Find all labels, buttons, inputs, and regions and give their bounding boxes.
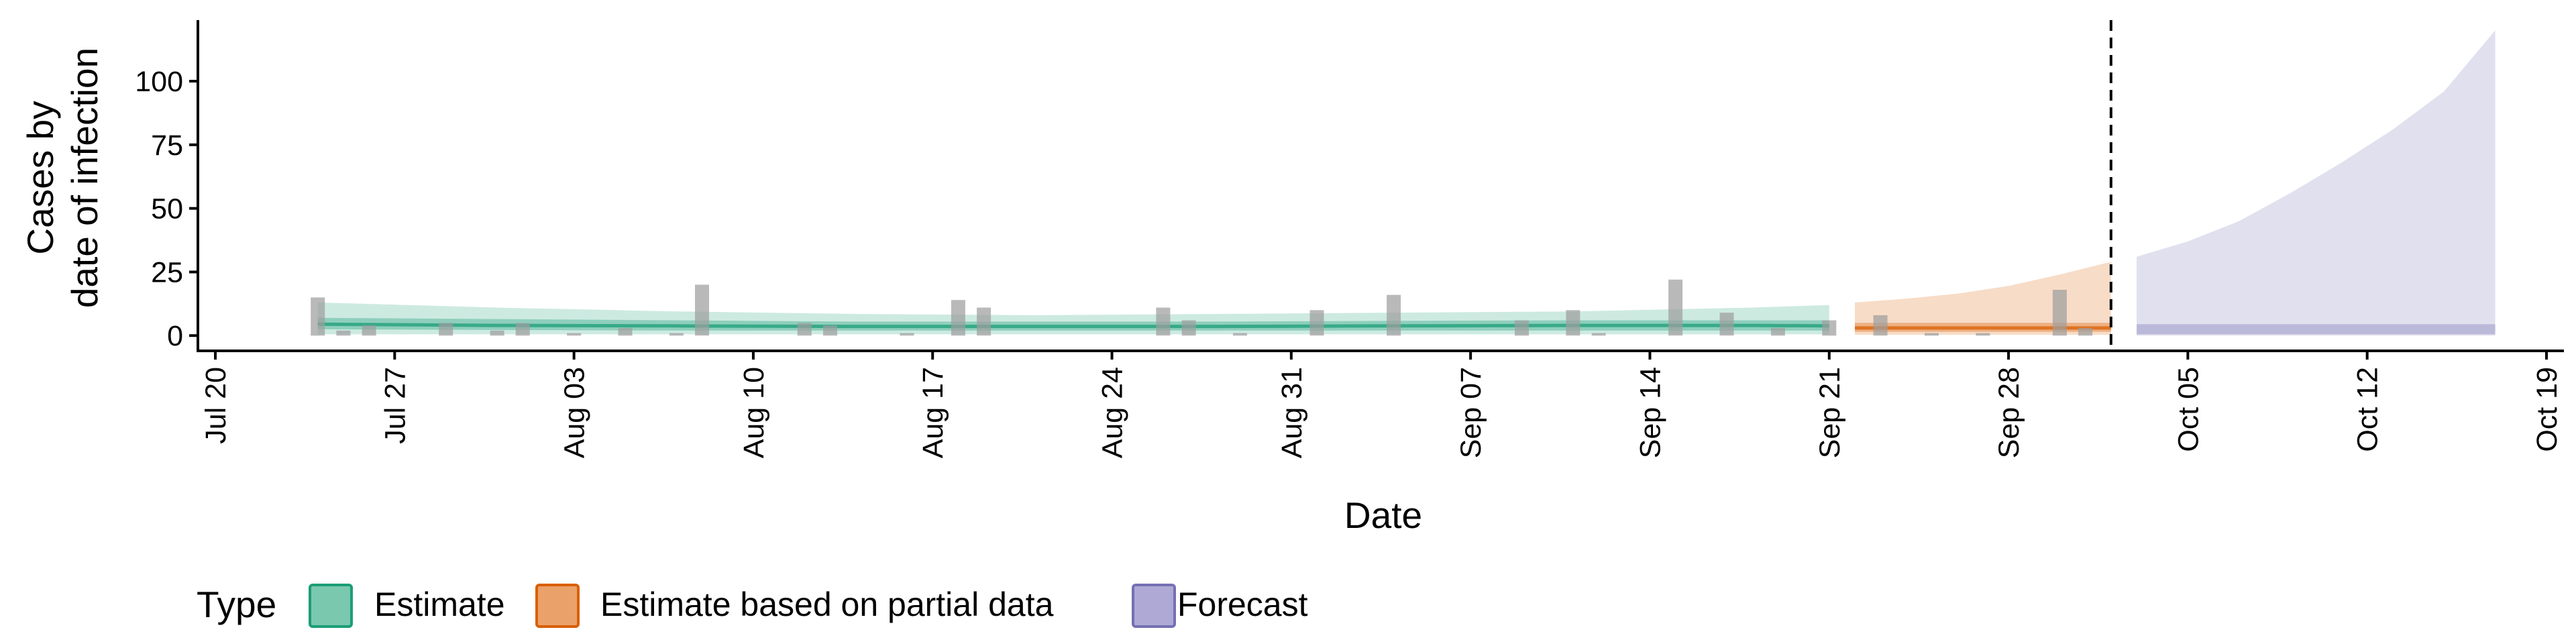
x-tick-label: Aug 10	[738, 367, 770, 458]
case-bar	[1566, 310, 1580, 336]
x-tick-label: Sep 21	[1814, 367, 1846, 458]
forecast-outer-band	[2137, 30, 2496, 336]
case-bar	[977, 307, 991, 336]
legend-title: Type	[197, 584, 276, 625]
case-bar	[567, 333, 582, 336]
case-bar	[515, 323, 530, 336]
x-tick-label: Sep 28	[1993, 367, 2025, 458]
case-bar	[1387, 294, 1401, 336]
case-bar	[490, 330, 504, 336]
y-tick-label: 100	[135, 66, 183, 98]
legend-label-partial: Estimate based on partial data	[600, 586, 1054, 623]
axes: 0 25 50 75 100 Jul 20 Jul 27 Aug 03 Aug 10 Aug 17…	[135, 20, 2564, 458]
x-tick-label: Oct 19	[2531, 367, 2563, 452]
case-bar	[1515, 320, 1529, 336]
case-bar	[1719, 313, 1734, 336]
case-bar	[1233, 333, 1247, 336]
legend-label-forecast: Forecast	[1177, 586, 1308, 623]
legend-key-forecast	[1132, 584, 1176, 628]
case-bar	[336, 330, 351, 336]
case-bar	[311, 297, 325, 336]
case-bar	[823, 325, 837, 336]
legend: Type Estimate Estimate based on partial …	[197, 584, 1308, 628]
case-bar	[1309, 310, 1324, 336]
case-bar	[797, 323, 812, 336]
forecast-inner-band	[2137, 324, 2496, 335]
x-tick-label: Sep 07	[1455, 367, 1487, 458]
x-tick-label: Aug 31	[1276, 367, 1308, 458]
case-bar	[951, 300, 965, 336]
y-axis-title-line-1: Cases by	[19, 101, 61, 255]
x-tick-label: Aug 17	[917, 367, 949, 458]
y-tick-label: 0	[167, 320, 183, 352]
case-bar	[1668, 279, 1683, 336]
case-bar	[439, 323, 453, 336]
estimate-median-line	[317, 322, 1829, 329]
x-axis-title: Date	[1344, 494, 1422, 536]
y-tick-label: 50	[151, 193, 183, 225]
partial-outer-band	[1855, 262, 2111, 335]
x-tick-label: Oct 05	[2172, 367, 2204, 452]
case-bar	[1156, 307, 1171, 336]
x-tick-label: Oct 12	[2352, 367, 2384, 452]
plot-area	[311, 20, 2496, 351]
case-bar	[1591, 333, 1606, 336]
case-bar	[900, 333, 914, 336]
y-tick-label: 25	[151, 256, 183, 288]
x-tick-label: Sep 14	[1635, 367, 1667, 458]
x-tick-label: Jul 27	[379, 367, 411, 444]
case-bar	[1873, 315, 1888, 336]
x-tick-label: Aug 03	[559, 367, 591, 458]
case-bar	[1181, 320, 1196, 336]
case-bar	[362, 325, 376, 336]
case-bar	[1925, 333, 1939, 336]
y-tick-label: 75	[151, 129, 183, 162]
case-bar	[1976, 333, 1990, 336]
case-bar	[669, 333, 684, 336]
case-bar	[618, 327, 633, 336]
legend-key-partial	[535, 584, 580, 628]
legend-key-estimate	[309, 584, 353, 628]
x-tick-label: Aug 24	[1097, 367, 1129, 458]
case-bar	[1822, 320, 1837, 336]
x-tick-label: Jul 20	[200, 367, 232, 444]
case-bar	[2052, 290, 2067, 336]
legend-label-estimate: Estimate	[374, 586, 505, 623]
case-bar	[2078, 327, 2093, 336]
case-bar	[695, 284, 709, 336]
y-axis-title-line-2: date of infection	[64, 48, 105, 308]
case-bar	[1770, 327, 1785, 336]
